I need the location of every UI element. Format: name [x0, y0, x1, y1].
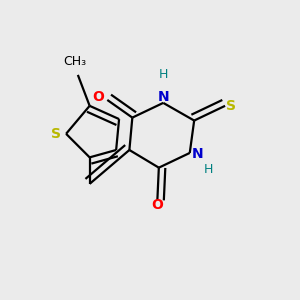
- Text: O: O: [92, 90, 104, 104]
- Text: H: H: [159, 68, 168, 81]
- Text: N: N: [191, 147, 203, 161]
- Text: H: H: [204, 163, 214, 176]
- Text: S: S: [226, 99, 236, 113]
- Text: O: O: [152, 198, 163, 212]
- Text: S: S: [51, 127, 61, 141]
- Text: CH₃: CH₃: [63, 55, 86, 68]
- Text: N: N: [158, 90, 169, 104]
